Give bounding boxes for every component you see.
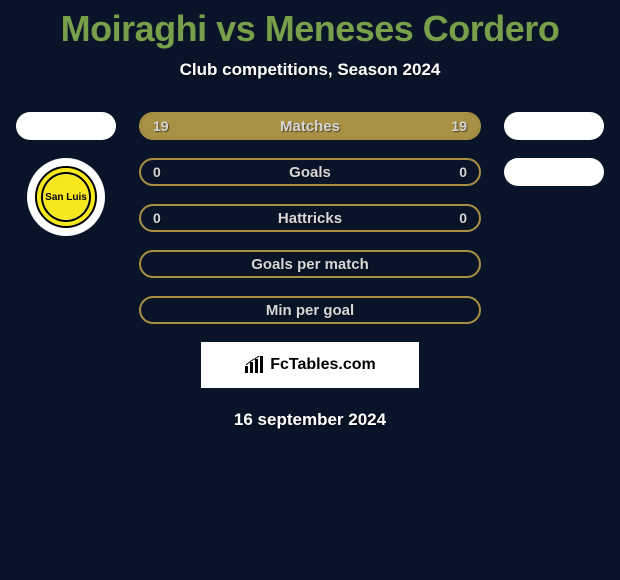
stat-bar: Goals per match bbox=[139, 250, 481, 278]
left-team-pill bbox=[16, 112, 116, 140]
footer-brand-box: FcTables.com bbox=[201, 342, 419, 388]
stat-value-right: 0 bbox=[459, 210, 467, 226]
comparison-layout: San Luis 19 Matches 19 0 Goals 0 0 Hattricks 0 Go… bbox=[0, 112, 620, 324]
stat-label: Matches bbox=[280, 118, 340, 135]
stat-label: Goals bbox=[289, 164, 331, 181]
bar-chart-icon bbox=[244, 356, 264, 374]
stat-value-right: 0 bbox=[459, 164, 467, 180]
stat-value-left: 0 bbox=[153, 164, 161, 180]
right-player-column bbox=[494, 112, 614, 186]
stat-bar: 0 Hattricks 0 bbox=[139, 204, 481, 232]
stat-bar: 0 Goals 0 bbox=[139, 158, 481, 186]
right-team-pill bbox=[504, 112, 604, 140]
stat-value-left: 0 bbox=[153, 210, 161, 226]
left-player-column: San Luis bbox=[6, 112, 126, 236]
stat-label: Goals per match bbox=[251, 256, 369, 273]
san-luis-crest-icon: San Luis bbox=[35, 166, 97, 228]
page-title: Moiraghi vs Meneses Cordero bbox=[0, 0, 620, 50]
date-text: 16 september 2024 bbox=[0, 410, 620, 430]
right-club-pill bbox=[504, 158, 604, 186]
crest-text: San Luis bbox=[45, 193, 87, 202]
stat-label: Hattricks bbox=[278, 210, 342, 227]
stat-bar: 19 Matches 19 bbox=[139, 112, 481, 140]
stat-value-right: 19 bbox=[451, 118, 467, 134]
left-club-badge: San Luis bbox=[27, 158, 105, 236]
stat-bars: 19 Matches 19 0 Goals 0 0 Hattricks 0 Goals per m… bbox=[139, 112, 481, 324]
stat-value-left: 19 bbox=[153, 118, 169, 134]
brand-text: FcTables.com bbox=[270, 356, 376, 374]
subtitle: Club competitions, Season 2024 bbox=[0, 60, 620, 80]
stat-label: Min per goal bbox=[266, 302, 354, 319]
stat-bar: Min per goal bbox=[139, 296, 481, 324]
